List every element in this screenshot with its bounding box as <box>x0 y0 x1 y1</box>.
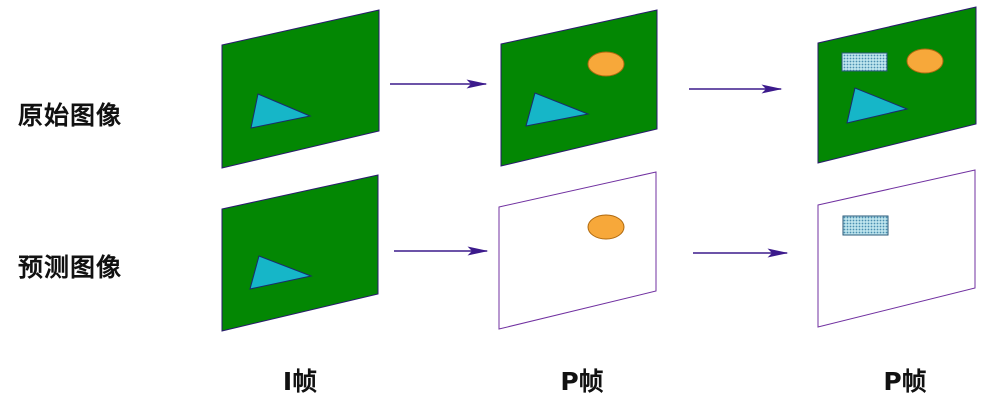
rectangle-shape <box>841 52 888 72</box>
triangle-shape <box>525 92 590 127</box>
original-i-frame <box>221 9 380 169</box>
original-p-frame-1 <box>500 9 658 167</box>
original-p-frame-2 <box>817 6 977 164</box>
row-label-original: 原始图像 <box>18 101 123 130</box>
predicted-p-frame-1 <box>498 171 657 330</box>
column-label-i-frame: I帧 <box>282 367 318 396</box>
row-label-predicted: 预测图像 <box>18 253 123 282</box>
rectangle-shape <box>842 215 889 236</box>
triangle-shape <box>250 93 312 129</box>
predicted-p-frame-2 <box>817 169 976 328</box>
triangle-shape <box>846 87 909 124</box>
triangle-shape <box>249 255 313 290</box>
ellipse-shape <box>587 51 625 77</box>
column-label-p-frame-1: P帧 <box>560 367 604 396</box>
ellipse-shape <box>587 214 625 240</box>
predicted-i-frame <box>221 174 379 332</box>
column-label-p-frame-2: P帧 <box>883 367 927 396</box>
ellipse-shape <box>906 48 944 74</box>
